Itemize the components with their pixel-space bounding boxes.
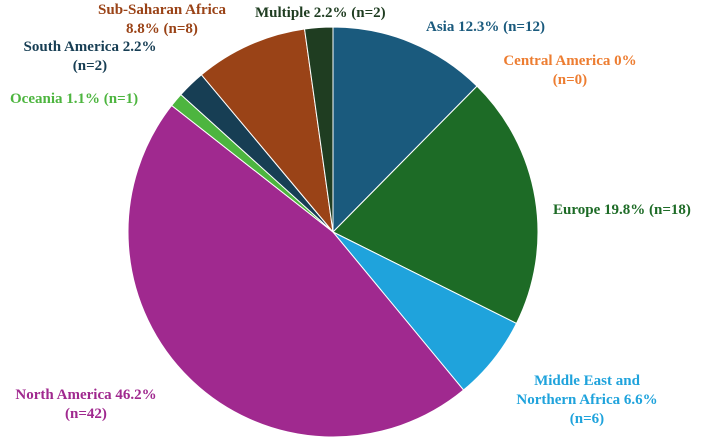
pie-slice-sub-saharan-africa	[200, 28, 334, 234]
label-asia: Asia 12.3% (n=12)	[426, 18, 545, 37]
label-europe-line-1: Europe 19.8% (n=18)	[553, 202, 691, 218]
pie-slice-europe	[332, 85, 539, 325]
label-oceania-line-1: Oceania 1.1% (n=1)	[10, 91, 139, 107]
label-europe: Europe 19.8% (n=18)	[553, 201, 691, 220]
label-multiple-line-1: Multiple 2.2% (n=2)	[255, 5, 386, 21]
label-sub-saharan-africa-line-1: Sub-Saharan Africa	[98, 2, 226, 18]
pie-slice-north-america	[127, 104, 465, 438]
label-south-america-line-1: South America 2.2%	[23, 39, 157, 55]
label-multiple: Multiple 2.2% (n=2)	[255, 4, 386, 23]
label-asia-line-1: Asia 12.3% (n=12)	[426, 19, 545, 35]
label-south-america-line-2: (n=2)	[72, 58, 108, 74]
label-north-america-line-2: (n=42)	[65, 406, 107, 422]
pie-slice-multiple	[303, 26, 334, 233]
label-south-america: South America 2.2% (n=2)	[10, 38, 170, 76]
label-oceania: Oceania 1.1% (n=1)	[10, 90, 138, 109]
label-central-america: Central America 0% (n=0)	[470, 52, 670, 90]
pie-slice-asia	[332, 26, 478, 234]
label-middle-east-northern-africa: Middle East and Northern Africa 6.6% (n=…	[497, 372, 677, 429]
label-sub-saharan-africa: Sub-Saharan Africa 8.8% (n=8)	[72, 1, 252, 39]
label-north-america: North America 46.2% (n=42)	[0, 386, 172, 424]
label-mena-line-3: (n=6)	[569, 411, 605, 427]
label-central-america-line-2: (n=0)	[552, 72, 588, 88]
label-north-america-line-1: North America 46.2%	[15, 387, 157, 403]
label-mena-line-1: Middle East and	[534, 373, 640, 389]
label-sub-saharan-africa-line-2: 8.8% (n=8)	[126, 21, 198, 37]
label-mena-line-2: Northern Africa 6.6%	[516, 392, 658, 408]
label-central-america-line-1: Central America 0%	[503, 53, 637, 69]
